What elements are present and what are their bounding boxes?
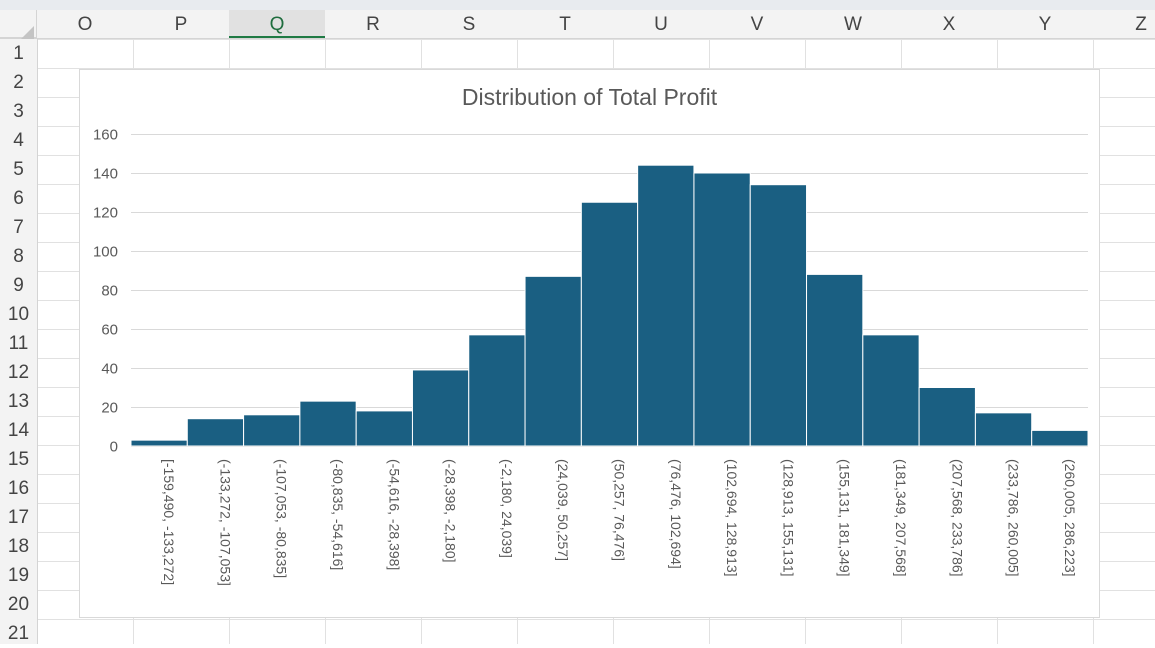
column-header-w[interactable]: W [844,14,862,35]
row-header-12[interactable]: 12 [7,362,30,383]
row-header-9[interactable]: 9 [13,275,24,296]
chart-title[interactable]: Distribution of Total Profit [461,84,718,110]
histogram-bar[interactable] [524,275,582,447]
column-header-bar [0,10,1155,39]
histogram-bar[interactable] [693,172,751,447]
histogram-bar[interactable] [580,201,639,447]
row-header-7[interactable]: 7 [13,217,24,238]
x-category-label: (181,349, 207,568] [893,459,909,577]
column-header-q[interactable]: Q [229,10,325,38]
x-category-label: (207,568, 233,786] [949,459,965,577]
select-all-corner[interactable] [0,10,37,40]
histogram-bar[interactable] [355,410,413,447]
histogram-bar[interactable] [1031,429,1089,447]
column-header-x[interactable]: X [942,14,956,35]
x-category-label: (24,039, 50,257] [555,459,571,561]
x-category-label: (102,694, 128,913] [724,459,740,577]
chart-plot-area[interactable]: 0 20 40 60 80 100 120 140 160 [-159,490, -133,272… [80,70,1099,617]
row-header-21[interactable]: 21 [7,623,30,644]
row-header-8[interactable]: 8 [13,246,24,267]
histogram-bar[interactable] [186,418,245,447]
histogram-bar[interactable] [749,184,808,447]
y-tick-label: 100 [93,244,118,261]
histogram-bar[interactable] [806,273,864,447]
row-header-13[interactable]: 13 [7,391,30,412]
select-all-triangle-icon [20,26,34,40]
row-header-1[interactable]: 1 [13,43,24,64]
row-header-18[interactable]: 18 [7,536,30,557]
y-tick-label: 160 [93,127,118,144]
y-tick-label: 0 [110,439,118,456]
x-category-label: (50,257, 76,476] [612,459,628,561]
histogram-bar[interactable] [918,387,976,447]
x-category-label: (128,913, 155,131] [780,459,796,577]
x-category-label: (260,005, 286,223] [1062,459,1078,577]
x-category-label: (-107,053, -80,835] [274,459,290,578]
histogram-bar[interactable] [468,334,526,447]
column-header-z[interactable]: Z [1135,14,1147,35]
row-header-10[interactable]: 10 [7,304,30,325]
histogram-bar[interactable] [637,164,695,447]
histogram-bar[interactable] [974,412,1033,447]
row-header-14[interactable]: 14 [7,420,30,441]
histogram-bar[interactable] [411,369,470,447]
histogram-bar[interactable] [299,400,357,447]
y-tick-label: 140 [93,166,118,183]
row-header-11[interactable]: 11 [8,333,29,354]
row-header-5[interactable]: 5 [13,159,24,180]
row-header-20[interactable]: 20 [7,594,30,615]
row-header-2[interactable]: 2 [13,72,24,93]
y-tick-label: 120 [93,205,118,222]
y-tick-label: 80 [101,283,118,300]
x-category-label: (233,786, 260,005] [1006,459,1022,577]
row-header-16[interactable]: 16 [7,478,30,499]
x-category-label: [-159,490, -133,272] [161,459,177,585]
column-header-y[interactable]: Y [1038,14,1052,35]
column-header-u[interactable]: U [654,14,668,35]
x-category-label: (-2,180, 24,039] [499,459,515,558]
row-header-bar [0,39,38,644]
column-header-v[interactable]: V [750,14,764,35]
x-category-label: (76,476, 102,694] [668,459,684,569]
row-header-19[interactable]: 19 [7,565,30,586]
y-tick-label: 40 [101,361,118,378]
row-header-17[interactable]: 17 [7,507,30,528]
y-tick-label: 60 [101,322,118,339]
y-tick-label: 20 [101,400,118,417]
x-category-label: (-133,272, -107,053] [217,459,233,586]
window-top-strip [0,0,1155,10]
column-header-p[interactable]: P [174,14,188,35]
x-category-label: (-80,835, -54,616] [330,459,346,570]
row-header-15[interactable]: 15 [7,449,30,470]
histogram-bar[interactable] [862,334,920,447]
x-category-label: (-54,616, -28,398] [386,459,402,570]
histogram-bar[interactable] [130,439,188,447]
histogram-bar[interactable] [243,414,301,447]
x-category-label: (-28,398, -2,180] [443,459,459,563]
column-header-s[interactable]: S [462,14,476,35]
row-header-3[interactable]: 3 [13,101,24,122]
x-category-label: (155,131, 181,349] [837,459,853,577]
histogram-chart[interactable]: Distribution of Total Profit 0 20 40 60 80 10… [79,69,1100,618]
row-header-4[interactable]: 4 [13,130,24,151]
column-header-t[interactable]: T [559,14,571,35]
row-header-6[interactable]: 6 [13,188,24,209]
column-header-o[interactable]: O [77,14,93,35]
column-header-r[interactable]: R [366,14,380,35]
